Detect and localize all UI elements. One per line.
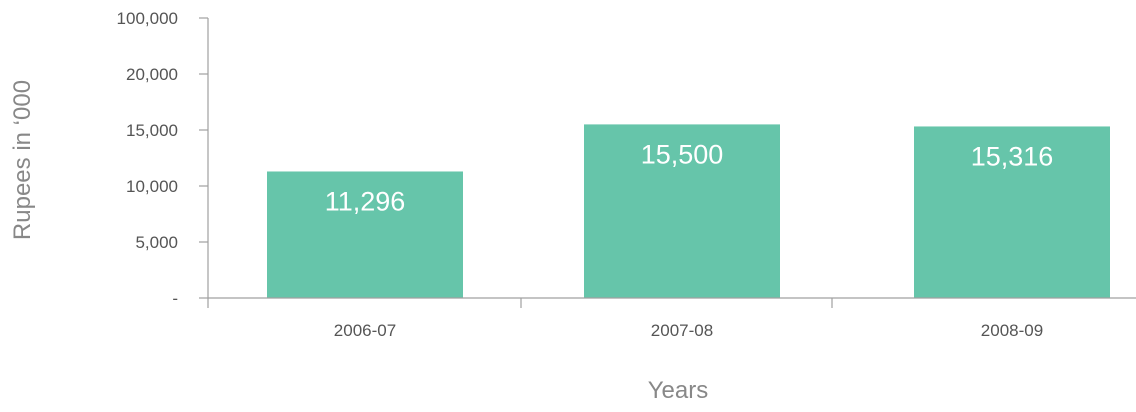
- axes-group: [207, 18, 1136, 308]
- x-axis-title: Years: [648, 377, 709, 404]
- x-tick-label: 2008-09: [981, 321, 1043, 340]
- bar-2006-07: [267, 171, 463, 298]
- x-axis-ticks: 2006-07 2007-08 2008-09: [334, 321, 1043, 340]
- y-tick-label: 15,000: [126, 121, 178, 140]
- y-tick-label: 20,000: [126, 65, 178, 84]
- bar-value-label: 15,500: [641, 139, 724, 169]
- bar-2008-09: [914, 126, 1110, 298]
- y-axis-title: Rupees in ‘000: [9, 80, 36, 240]
- y-tick-label: 5,000: [135, 233, 178, 252]
- y-axis-ticks: - 5,000 10,000 15,000 20,000 100,000: [117, 9, 208, 308]
- x-tick-label: 2006-07: [334, 321, 396, 340]
- y-tick-label: 10,000: [126, 177, 178, 196]
- bar-value-label: 11,296: [325, 186, 406, 216]
- y-tick-label: 100,000: [117, 9, 178, 28]
- bars-group: 11,296 15,500 15,316: [267, 124, 1110, 299]
- y-tick-label: -: [172, 289, 178, 308]
- x-tick-label: 2007-08: [651, 321, 713, 340]
- bar-value-label: 15,316: [971, 141, 1054, 171]
- y-axis-title-group: Rupees in ‘000: [9, 80, 36, 240]
- bar-2007-08: [584, 124, 780, 299]
